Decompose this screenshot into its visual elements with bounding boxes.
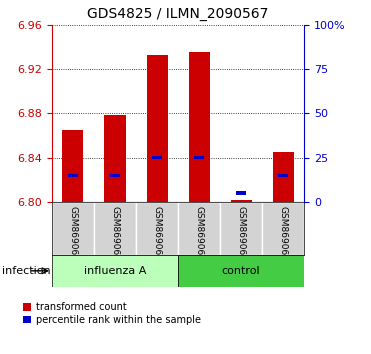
Bar xyxy=(188,52,210,202)
Text: GSM869069: GSM869069 xyxy=(152,206,161,261)
Legend: transformed count, percentile rank within the sample: transformed count, percentile rank withi… xyxy=(23,302,201,325)
Text: GSM869065: GSM869065 xyxy=(69,206,78,261)
Bar xyxy=(278,173,289,177)
Bar xyxy=(52,255,178,287)
Text: control: control xyxy=(222,266,260,276)
Bar xyxy=(273,152,294,202)
Bar xyxy=(262,202,304,255)
Bar xyxy=(236,191,246,195)
Bar xyxy=(231,200,252,202)
Bar xyxy=(68,173,78,177)
Text: GSM869064: GSM869064 xyxy=(195,206,204,261)
Bar xyxy=(178,255,304,287)
Bar xyxy=(94,202,136,255)
Bar xyxy=(147,55,168,202)
Text: influenza A: influenza A xyxy=(84,266,146,276)
Text: GSM869068: GSM869068 xyxy=(279,206,288,261)
Text: GSM869066: GSM869066 xyxy=(237,206,246,261)
Bar xyxy=(152,156,162,159)
Text: GSM869067: GSM869067 xyxy=(111,206,119,261)
Bar xyxy=(105,115,125,202)
Bar xyxy=(62,130,83,202)
Title: GDS4825 / ILMN_2090567: GDS4825 / ILMN_2090567 xyxy=(88,7,269,21)
Bar xyxy=(220,202,262,255)
Bar xyxy=(194,156,204,159)
Bar xyxy=(52,202,94,255)
Bar xyxy=(110,173,120,177)
Bar xyxy=(136,202,178,255)
Text: infection: infection xyxy=(2,266,50,276)
Bar xyxy=(178,202,220,255)
